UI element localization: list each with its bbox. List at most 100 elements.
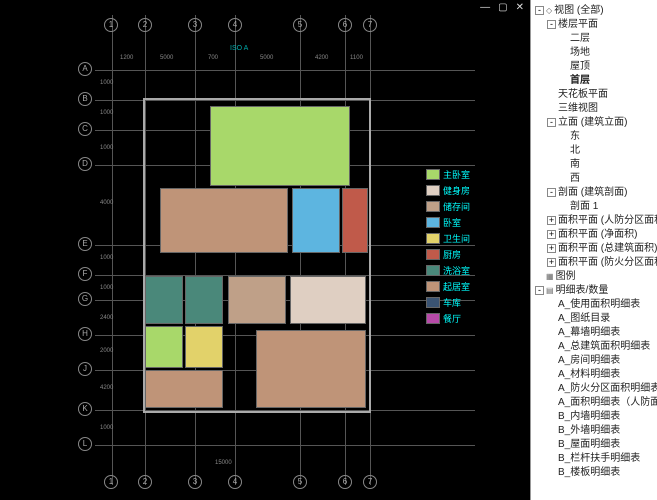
tree-label[interactable]: 面积平面 (净面积) [558, 229, 637, 240]
tree-label[interactable]: B_内墙明细表 [558, 411, 620, 422]
tree-toggle[interactable]: - [535, 6, 544, 15]
tree-node[interactable]: +面积平面 (总建筑面积) [533, 242, 655, 256]
tree-node[interactable]: A_防火分区面积明细表 [533, 382, 655, 396]
room-block[interactable] [342, 188, 368, 253]
tree-label[interactable]: 天花板平面 [558, 89, 608, 100]
tree-node[interactable]: 二层 [533, 32, 655, 46]
tree-node[interactable]: A_幕墙明细表 [533, 326, 655, 340]
room-block[interactable] [185, 326, 223, 368]
tree-label[interactable]: 东 [570, 131, 580, 142]
tree-node[interactable]: B_内墙明细表 [533, 410, 655, 424]
tree-label[interactable]: 二层 [570, 33, 590, 44]
tree-label[interactable]: 场地 [570, 47, 590, 58]
project-browser-panel[interactable]: -◇视图 (全部) -楼层平面 二层 场地 屋顶 首层 天花板平面 三维视图 -… [530, 0, 657, 500]
tree-node[interactable]: A_面积明细表（人防面积） [533, 396, 655, 410]
tree-node[interactable]: 首层 [533, 74, 655, 88]
tree-node[interactable]: 场地 [533, 46, 655, 60]
room-block[interactable] [228, 276, 286, 324]
tree-label[interactable]: 屋顶 [570, 61, 590, 72]
grid-bubble-left: K [78, 402, 92, 416]
minimize-button[interactable]: — [480, 2, 490, 13]
tree-node[interactable]: -◇视图 (全部) [533, 4, 655, 18]
tree-node[interactable]: 三维视图 [533, 102, 655, 116]
legend-swatch [426, 281, 440, 292]
tree-node[interactable]: A_图纸目录 [533, 312, 655, 326]
tree-label[interactable]: A_材料明细表 [558, 369, 620, 380]
tree-label[interactable]: B_楼板明细表 [558, 467, 620, 478]
close-button[interactable]: ✕ [516, 2, 524, 13]
room-block[interactable] [160, 188, 288, 253]
tree-node[interactable]: A_使用面积明细表 [533, 298, 655, 312]
tree-label[interactable]: A_防火分区面积明细表 [558, 383, 657, 394]
project-tree[interactable]: -◇视图 (全部) -楼层平面 二层 场地 屋顶 首层 天花板平面 三维视图 -… [531, 0, 657, 484]
tree-label[interactable]: 图例 [556, 271, 576, 282]
room-block[interactable] [256, 330, 366, 408]
tree-node[interactable]: 屋顶 [533, 60, 655, 74]
tree-label[interactable]: 面积平面 (防火分区面积) [558, 257, 657, 268]
maximize-button[interactable]: ▢ [498, 2, 507, 13]
room-block[interactable] [145, 276, 183, 324]
tree-toggle[interactable]: + [547, 216, 556, 225]
tree-toggle[interactable]: - [547, 188, 556, 197]
tree-node[interactable]: B_外墙明细表 [533, 424, 655, 438]
tree-node[interactable]: ▦图例 [533, 270, 655, 284]
cad-viewport[interactable]: — ▢ ✕ 12345671234567ABCDEFGHJKL120050007… [0, 0, 530, 500]
tree-node[interactable]: A_材料明细表 [533, 368, 655, 382]
legend-label: 起居室 [443, 280, 470, 293]
room-block[interactable] [290, 276, 366, 324]
tree-label[interactable]: 楼层平面 [558, 19, 598, 30]
tree-label[interactable]: 首层 [570, 75, 590, 86]
tree-toggle[interactable]: + [547, 244, 556, 253]
tree-toggle[interactable]: - [535, 286, 544, 295]
tree-label[interactable]: A_幕墙明细表 [558, 327, 620, 338]
tree-node[interactable]: 西 [533, 172, 655, 186]
tree-label[interactable]: 面积平面 (人防分区面积) [558, 215, 657, 226]
grid-bubble-bot: 3 [188, 475, 202, 489]
tree-node[interactable]: -立面 (建筑立面) [533, 116, 655, 130]
room-block[interactable] [145, 326, 183, 368]
tree-node[interactable]: 北 [533, 144, 655, 158]
tree-label[interactable]: B_栏杆扶手明细表 [558, 453, 640, 464]
tree-label[interactable]: 北 [570, 145, 580, 156]
tree-label[interactable]: A_房间明细表 [558, 355, 620, 366]
tree-toggle[interactable]: - [547, 20, 556, 29]
tree-label[interactable]: A_图纸目录 [558, 313, 610, 324]
grid-bubble-top: 2 [138, 18, 152, 32]
tree-node[interactable]: -剖面 (建筑剖面) [533, 186, 655, 200]
tree-label[interactable]: 西 [570, 173, 580, 184]
tree-label[interactable]: B_外墙明细表 [558, 425, 620, 436]
tree-label[interactable]: 南 [570, 159, 580, 170]
tree-node[interactable]: -▤明细表/数量 [533, 284, 655, 298]
tree-node[interactable]: 南 [533, 158, 655, 172]
tree-node[interactable]: 东 [533, 130, 655, 144]
tree-label[interactable]: 三维视图 [558, 103, 598, 114]
tree-label[interactable]: A_面积明细表（人防面积） [558, 397, 657, 408]
tree-node[interactable]: 天花板平面 [533, 88, 655, 102]
tree-node[interactable]: +面积平面 (净面积) [533, 228, 655, 242]
tree-node[interactable]: A_总建筑面积明细表 [533, 340, 655, 354]
tree-label[interactable]: A_使用面积明细表 [558, 299, 640, 310]
tree-node[interactable]: B_楼板明细表 [533, 466, 655, 480]
tree-node[interactable]: 剖面 1 [533, 200, 655, 214]
room-block[interactable] [210, 106, 350, 186]
tree-label[interactable]: 视图 (全部) [554, 5, 603, 16]
tree-label[interactable]: 剖面 (建筑剖面) [558, 187, 627, 198]
tree-label[interactable]: 立面 (建筑立面) [558, 117, 627, 128]
room-block[interactable] [292, 188, 340, 253]
tree-node[interactable]: B_栏杆扶手明细表 [533, 452, 655, 466]
tree-toggle[interactable]: + [547, 258, 556, 267]
tree-label[interactable]: A_总建筑面积明细表 [558, 341, 650, 352]
tree-toggle[interactable]: + [547, 230, 556, 239]
tree-label[interactable]: B_屋面明细表 [558, 439, 620, 450]
tree-node[interactable]: -楼层平面 [533, 18, 655, 32]
tree-toggle[interactable]: - [547, 118, 556, 127]
tree-label[interactable]: 剖面 1 [570, 201, 598, 212]
room-block[interactable] [185, 276, 223, 324]
tree-node[interactable]: A_房间明细表 [533, 354, 655, 368]
tree-label[interactable]: 面积平面 (总建筑面积) [558, 243, 657, 254]
tree-node[interactable]: B_屋面明细表 [533, 438, 655, 452]
tree-node[interactable]: +面积平面 (人防分区面积) [533, 214, 655, 228]
tree-node[interactable]: +面积平面 (防火分区面积) [533, 256, 655, 270]
tree-label[interactable]: 明细表/数量 [556, 285, 609, 296]
room-block[interactable] [145, 370, 223, 408]
